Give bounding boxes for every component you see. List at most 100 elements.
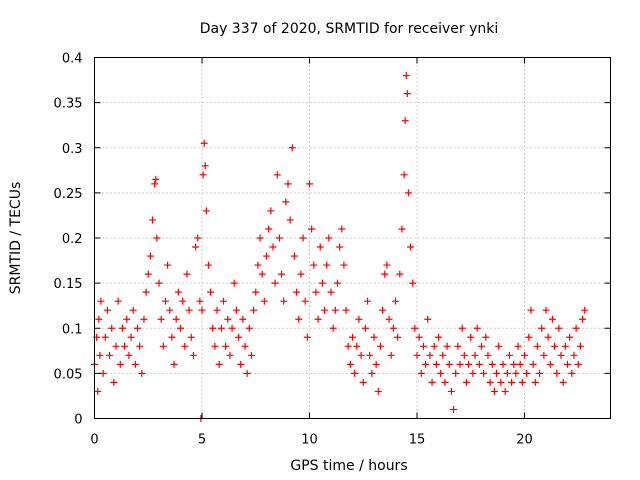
data-point [265,225,273,233]
data-point [275,234,283,242]
data-point [312,288,320,296]
data-point [445,360,453,368]
data-point [557,351,565,359]
data-point [370,333,378,341]
data-point [131,360,139,368]
y-tick-label: 0.35 [54,97,83,112]
data-point [460,351,468,359]
data-point [443,342,451,350]
data-point [284,180,292,188]
data-point [533,342,541,350]
data-point [200,139,208,147]
data-point [428,378,436,386]
data-point [398,225,406,233]
axis-ticks: 0 5 10 15 20 0 0.05 0.1 0.15 0.2 0.25 0.3 0.35 0.4 [54,52,611,448]
data-point [310,261,318,269]
data-point [437,369,445,377]
data-point [258,270,266,278]
data-point [99,369,107,377]
data-point [415,333,423,341]
data-point [247,351,255,359]
data-point [224,315,232,323]
data-point [389,324,397,332]
data-point [192,243,200,251]
data-point [118,324,126,332]
data-point [209,324,217,332]
data-point [531,378,539,386]
data-point [318,279,326,287]
data-point [497,378,505,386]
data-point [553,369,561,377]
y-tick-label: 0.2 [62,232,83,247]
data-point [301,297,309,305]
data-point [400,171,408,179]
data-point [430,342,438,350]
data-point [486,378,494,386]
data-point [144,270,152,278]
data-point [196,297,204,305]
data-point [523,369,531,377]
data-point [314,315,322,323]
data-point [364,297,372,305]
data-point [484,351,492,359]
data-point [273,171,281,179]
data-point [152,175,160,183]
data-point [134,324,141,332]
data-point [521,351,528,359]
y-axis-label: SRMTID / TECUs [8,182,24,295]
data-point [548,315,556,323]
data-point [508,378,516,386]
data-point [103,306,111,314]
data-point [462,378,470,386]
data-point [155,279,163,287]
data-point [280,297,288,305]
data-point [282,198,290,206]
data-point [228,324,236,332]
data-point [123,315,131,323]
data-point [172,315,180,323]
data-point [355,315,363,323]
data-point [121,342,129,350]
data-point [439,351,447,359]
data-point [432,360,440,368]
data-point [409,279,417,287]
data-point [357,351,365,359]
data-point [286,216,294,224]
data-point [116,360,124,368]
data-point [559,378,567,386]
data-point [303,333,311,341]
data-point [157,315,165,323]
data-point [540,351,548,359]
data-point [250,306,258,314]
data-point [241,342,249,350]
data-point [153,234,161,242]
data-point [194,234,202,242]
y-tick-label: 0.3 [62,142,83,157]
data-point [263,252,270,260]
data-point [327,288,335,296]
data-point [349,333,356,341]
data-point [288,144,296,152]
y-tick-label: 0.05 [54,367,83,382]
data-point [237,360,245,368]
x-tick-label: 10 [301,433,318,448]
data-point [478,342,485,350]
data-point [308,225,316,233]
data-point [146,252,154,260]
data-point [95,315,103,323]
data-point [480,369,488,377]
data-point [392,297,399,305]
data-point [407,243,415,251]
data-point [232,306,240,314]
y-tick-label: 0.4 [62,52,83,67]
data-point [323,261,331,269]
data-point [94,387,102,395]
data-point [518,378,526,386]
data-point [254,261,262,269]
data-points [91,72,589,422]
data-point [385,315,393,323]
data-point [187,333,195,341]
data-point [306,180,313,188]
data-point [368,369,376,377]
data-point [252,288,260,296]
